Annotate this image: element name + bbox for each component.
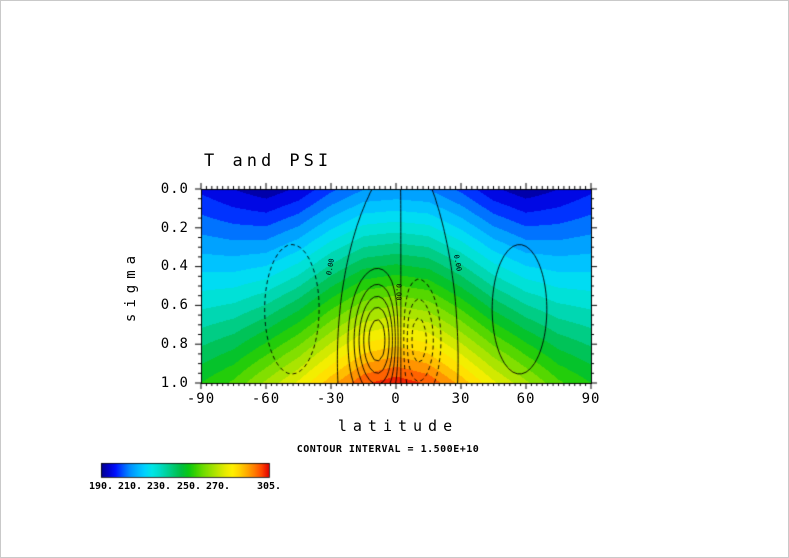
y-axis-label: sigma <box>123 249 139 323</box>
x-tick-label: 60 <box>516 391 536 407</box>
x-tick-label: -60 <box>251 391 281 407</box>
contour-zero-label: 0.00 <box>394 283 403 301</box>
y-tick-label: 0.2 <box>160 220 189 236</box>
x-tick-label: -30 <box>316 391 346 407</box>
colorbar-tick-label: 230. <box>146 481 172 492</box>
y-tick-label: 0.6 <box>160 297 189 313</box>
x-tick-label: 0 <box>391 391 401 407</box>
y-tick-label: 0.0 <box>160 181 189 197</box>
contour-interval-text: CONTOUR INTERVAL = 1.500E+10 <box>296 444 480 455</box>
colorbar-tick-label: 250. <box>176 481 202 492</box>
x-tick-label: -90 <box>186 391 216 407</box>
x-tick-label: 30 <box>451 391 471 407</box>
y-tick-label: 0.4 <box>160 258 189 274</box>
colorbar-tick-label: 270. <box>205 481 231 492</box>
colorbar-tick-label: 305. <box>256 481 282 492</box>
colorbar-tick-label: 210. <box>117 481 143 492</box>
x-tick-label: 90 <box>581 391 601 407</box>
y-tick-label: 0.8 <box>160 336 189 352</box>
colorbar-tick-label: 190. <box>88 481 114 492</box>
chart-title: T and PSI <box>204 151 333 171</box>
x-axis-label: latitude <box>337 417 459 435</box>
y-tick-label: 1.0 <box>160 375 189 391</box>
